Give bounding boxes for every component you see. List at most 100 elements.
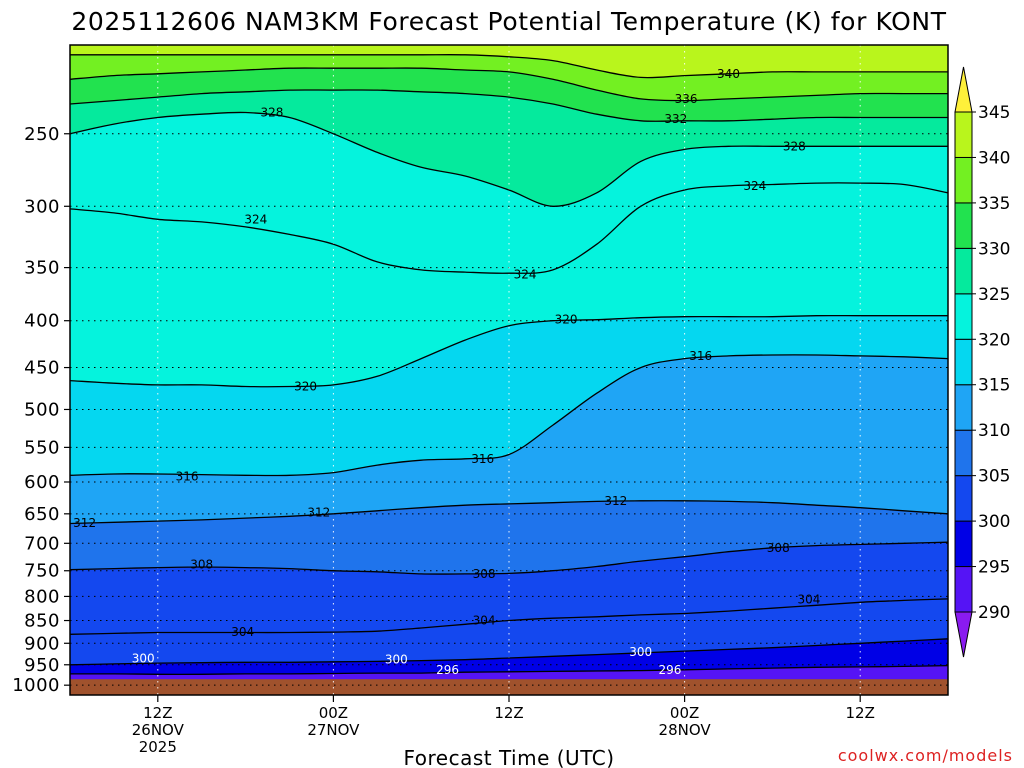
y-tick-label-1000: 1000 — [12, 675, 60, 696]
colorbar-label-295: 295 — [978, 558, 1010, 578]
contour-label-340: 340 — [717, 67, 740, 81]
colorbar-segment-290 — [954, 566, 973, 613]
colorbar-label-325: 325 — [978, 285, 1010, 305]
y-tick-label-250: 250 — [24, 124, 60, 145]
colorbar-label-320: 320 — [978, 330, 1010, 350]
contour-label-308: 308 — [473, 567, 496, 581]
contour-label-316: 316 — [471, 452, 494, 466]
contour-label-312: 312 — [604, 494, 627, 508]
contour-label-300: 300 — [385, 653, 408, 667]
fill-band-340 — [70, 45, 948, 78]
isentrope-320 — [70, 314, 948, 388]
x-tick-label: 27NOV — [307, 721, 360, 739]
colorbar-bottom-arrow — [954, 611, 973, 658]
y-tick-label-450: 450 — [24, 358, 60, 379]
isentrope-296 — [70, 664, 948, 676]
x-tick-label: 28NOV — [659, 721, 712, 739]
colorbar-segment-305 — [954, 429, 973, 477]
colorbar-segment-315 — [954, 338, 973, 386]
contour-label-312: 312 — [307, 506, 330, 520]
y-tick-label-700: 700 — [24, 533, 60, 554]
x-tick-label: 00Z — [319, 704, 348, 722]
isentrope-300 — [70, 638, 948, 666]
colorbar-segment-330 — [954, 202, 973, 249]
x-tick-label: 2025 — [139, 738, 177, 756]
y-tick-label-350: 350 — [24, 258, 60, 279]
isentrope-328 — [70, 111, 948, 207]
contour-label-328: 328 — [783, 139, 806, 153]
y-axis: 2503003504004505005506006507007508008509… — [12, 124, 70, 696]
contour-label-308: 308 — [190, 557, 213, 571]
chart-title: 2025112606 NAM3KM Forecast Potential Tem… — [71, 7, 946, 36]
colorbar-label-310: 310 — [978, 421, 1010, 441]
colorbar-segment-310 — [954, 384, 973, 431]
plot-area: 340 336 332 328 328 324 324 324 320 320 316 316 316 3… — [70, 45, 948, 695]
x-tick-label: 26NOV — [132, 721, 185, 739]
colorbar-top-arrow — [954, 66, 973, 113]
isentrope-340 — [70, 54, 948, 79]
contour-label-316: 316 — [689, 349, 712, 363]
contour-label-300: 300 — [629, 645, 652, 659]
contour-label-324: 324 — [743, 179, 766, 193]
contour-label-336: 336 — [675, 92, 698, 106]
colorbar: 290 295 300 305 310 315 320 325 330 335 340 345 — [954, 66, 1010, 658]
contour-lines — [70, 54, 948, 676]
y-tick-label-950: 950 — [24, 655, 60, 676]
isentrope-324 — [70, 182, 948, 274]
contour-label-304: 304 — [231, 625, 254, 639]
credit-text: coolwx.com/models — [838, 746, 1013, 765]
x-tick-label: 00Z — [670, 704, 699, 722]
colorbar-segment-320 — [954, 293, 973, 340]
colorbar-segment-295 — [954, 520, 973, 568]
colorbar-segment-300 — [954, 475, 973, 522]
x-axis-title: Forecast Time (UTC) — [403, 746, 614, 768]
colorbar-label-330: 330 — [978, 239, 1010, 259]
contour-label-304: 304 — [798, 592, 821, 606]
colorbar-label-300: 300 — [978, 512, 1010, 532]
contour-label-312: 312 — [73, 516, 96, 530]
colorbar-label-335: 335 — [978, 194, 1010, 214]
filled-contours — [70, 45, 948, 695]
contour-label-304: 304 — [473, 614, 496, 628]
y-tick-label-400: 400 — [24, 311, 60, 332]
x-tick-label: 12Z — [494, 704, 523, 722]
colorbar-label-340: 340 — [978, 148, 1010, 168]
dotted-grid — [70, 45, 948, 695]
colorbar-label-290: 290 — [978, 603, 1010, 623]
isentrope-312 — [70, 500, 948, 525]
isentrope-308 — [70, 541, 948, 575]
y-tick-label-300: 300 — [24, 196, 60, 217]
y-tick-label-750: 750 — [24, 561, 60, 582]
y-tick-label-800: 800 — [24, 586, 60, 607]
y-tick-label-650: 650 — [24, 504, 60, 525]
contour-label-308: 308 — [767, 541, 790, 555]
isentrope-332 — [70, 89, 948, 122]
contour-label-332: 332 — [664, 112, 687, 126]
x-tick-label: 12Z — [846, 704, 875, 722]
colorbar-segment-325 — [954, 247, 973, 295]
contour-label-296: 296 — [659, 663, 682, 677]
colorbar-segment-340 — [954, 111, 973, 158]
y-tick-label-600: 600 — [24, 472, 60, 493]
isentrope-304 — [70, 598, 948, 635]
colorbar-label-315: 315 — [978, 376, 1010, 396]
x-tick-label: 12Z — [143, 704, 172, 722]
y-tick-label-850: 850 — [24, 611, 60, 632]
contour-labels: 340 336 332 328 328 324 324 324 320 320 316 316 316 3… — [73, 67, 820, 677]
contour-label-300: 300 — [132, 651, 155, 665]
y-tick-label-900: 900 — [24, 633, 60, 654]
contour-label-324: 324 — [244, 212, 267, 226]
y-tick-label-500: 500 — [24, 399, 60, 420]
contour-label-320: 320 — [555, 313, 578, 327]
y-tick-label-550: 550 — [24, 437, 60, 458]
colorbar-segment-335 — [954, 156, 973, 204]
contour-label-324: 324 — [514, 267, 537, 281]
contour-label-328: 328 — [260, 106, 283, 120]
isentrope-316 — [70, 354, 948, 477]
colorbar-label-345: 345 — [978, 103, 1010, 123]
contour-label-316: 316 — [176, 470, 199, 484]
contour-label-320: 320 — [294, 380, 317, 394]
colorbar-label-305: 305 — [978, 467, 1010, 487]
